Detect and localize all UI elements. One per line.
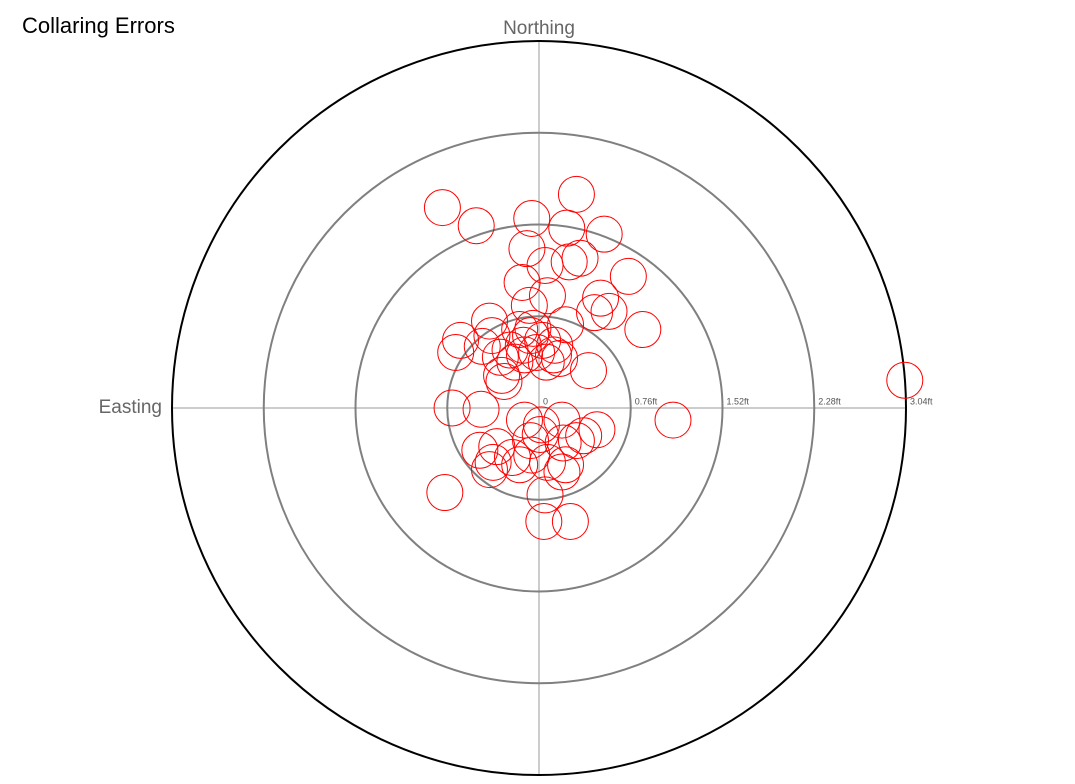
point xyxy=(609,257,647,295)
point xyxy=(543,401,581,439)
point xyxy=(437,333,475,371)
point xyxy=(461,431,499,469)
ring xyxy=(446,315,632,501)
point xyxy=(525,502,563,540)
point xyxy=(513,436,551,474)
point xyxy=(471,451,509,489)
point xyxy=(521,416,559,454)
point xyxy=(518,333,556,371)
point xyxy=(496,343,534,381)
x-axis-label: Easting xyxy=(99,397,162,418)
point xyxy=(481,338,519,376)
r-tick-label: 2.28ft xyxy=(818,396,841,406)
point xyxy=(654,401,692,439)
point xyxy=(534,336,572,374)
point xyxy=(423,189,461,227)
point xyxy=(536,326,574,364)
point xyxy=(478,428,516,466)
r-tick-label: 0.76ft xyxy=(635,396,658,406)
point xyxy=(569,352,607,390)
point xyxy=(576,294,614,332)
point xyxy=(433,389,471,427)
point xyxy=(471,302,509,340)
point xyxy=(582,279,620,317)
point xyxy=(506,336,544,374)
point xyxy=(528,443,566,481)
point xyxy=(561,239,599,277)
point xyxy=(457,207,495,245)
r-tick-label: 0 xyxy=(543,396,548,406)
ring xyxy=(354,223,724,593)
r-tick-label: 1.52ft xyxy=(727,396,750,406)
point xyxy=(557,175,595,213)
chart-title: Collaring Errors xyxy=(22,13,175,38)
point xyxy=(442,321,480,359)
point xyxy=(886,361,924,399)
point xyxy=(541,340,579,378)
point xyxy=(565,417,603,455)
point xyxy=(585,215,623,253)
point xyxy=(474,443,512,481)
ring xyxy=(171,40,907,776)
point xyxy=(526,476,564,514)
point xyxy=(426,474,464,512)
point xyxy=(578,411,616,449)
y-axis-label: Northing xyxy=(503,18,575,39)
point xyxy=(551,502,589,540)
r-tick-label: 3.04ft xyxy=(910,396,933,406)
point xyxy=(547,446,585,484)
point xyxy=(513,199,551,237)
point xyxy=(550,243,588,281)
point xyxy=(483,356,521,394)
point xyxy=(547,306,585,344)
point xyxy=(485,362,523,400)
point xyxy=(624,311,662,349)
point xyxy=(510,286,548,324)
point xyxy=(514,309,552,347)
point xyxy=(463,327,501,365)
ring xyxy=(262,131,816,685)
point xyxy=(462,390,500,428)
point xyxy=(528,277,566,315)
point xyxy=(527,343,565,381)
point xyxy=(590,292,628,330)
point xyxy=(557,422,595,460)
point xyxy=(503,263,541,301)
point xyxy=(501,446,539,484)
